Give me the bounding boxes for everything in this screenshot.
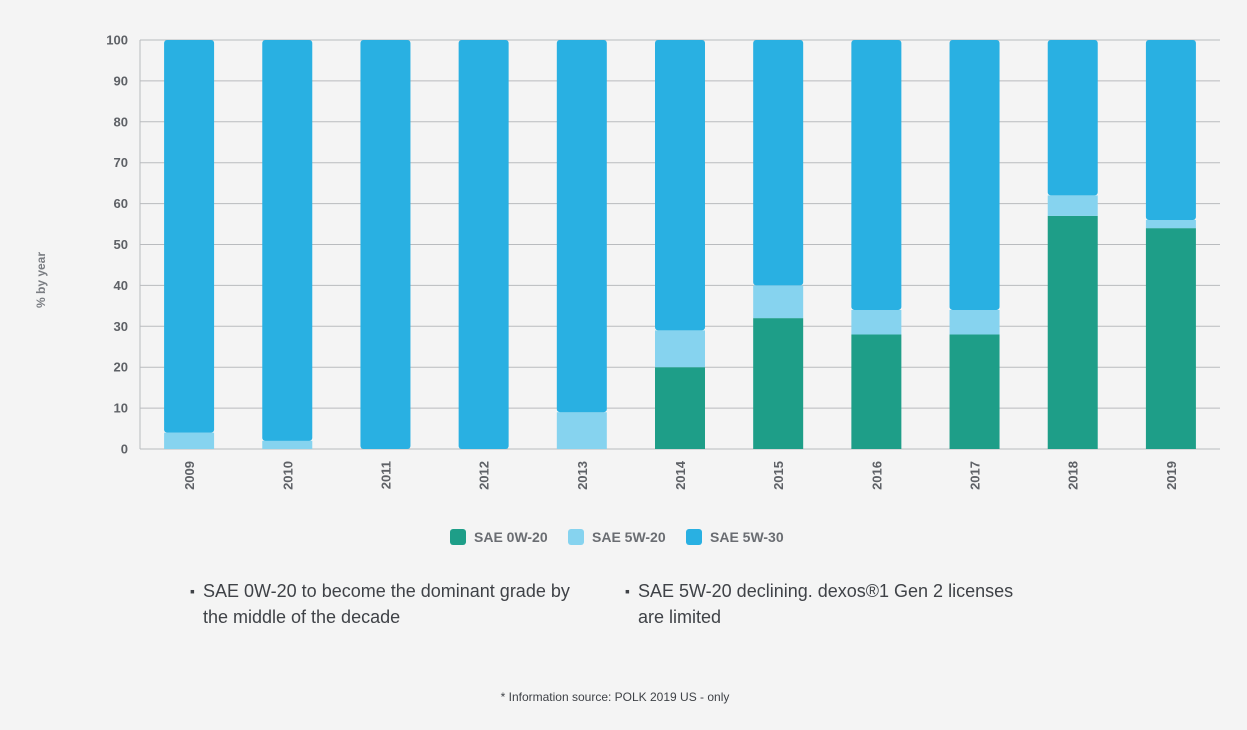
- bar-segment: [556, 412, 607, 449]
- bar-segment: [262, 440, 313, 449]
- x-tick-label: 2019: [1164, 461, 1179, 490]
- legend-swatch: [568, 529, 584, 545]
- x-tick-label: 2017: [968, 461, 983, 490]
- legend-label: SAE 0W-20: [474, 529, 548, 545]
- x-tick-label: 2018: [1066, 461, 1081, 490]
- bullet-text: SAE 5W-20 declining. dexos®1 Gen 2 licen…: [637, 581, 1014, 627]
- x-tick-label: 2015: [771, 461, 786, 490]
- bullet-notes: ▪ SAE 0W-20 to become the dominant grade…: [190, 578, 1090, 630]
- bar-segment: [949, 309, 1000, 335]
- bar-segment: [360, 40, 411, 449]
- legend-label: SAE 5W-30: [710, 529, 784, 545]
- x-tick-label: 2014: [673, 460, 688, 490]
- bars: [164, 40, 1196, 449]
- y-axis-ticks: 0 10 20 30 40 50 60 70 80 90 100: [106, 33, 128, 457]
- bar-segment: [753, 318, 804, 449]
- y-tick-label: 80: [114, 114, 128, 129]
- y-tick-label: 10: [114, 401, 128, 416]
- bullet-square-icon: ▪: [190, 583, 195, 599]
- source-footnote: * Information source: POLK 2019 US - onl…: [500, 690, 730, 704]
- bar-segment: [1047, 215, 1098, 449]
- bar-segment: [164, 432, 215, 449]
- x-axis-ticks: 2009 2010 2011 2012 2013 2014 2015 2016 2017 2018…: [182, 460, 1179, 490]
- bar-segment: [655, 40, 705, 331]
- bar-segment: [753, 285, 804, 319]
- bar-segment: [949, 334, 1000, 449]
- bar-segment: [655, 367, 705, 449]
- bar-segment: [851, 309, 902, 335]
- legend-swatch: [686, 529, 702, 545]
- bar-segment: [851, 334, 902, 449]
- y-tick-label: 60: [114, 196, 128, 211]
- y-tick-label: 30: [114, 319, 128, 334]
- bar-segment: [949, 40, 1000, 310]
- x-tick-label: 2009: [182, 461, 197, 490]
- y-tick-label: 20: [114, 360, 128, 375]
- bullet-note: ▪ SAE 5W-20 declining. dexos®1 Gen 2 lic…: [625, 578, 1035, 630]
- bullet-square-icon: ▪: [625, 583, 630, 599]
- y-tick-label: 0: [121, 442, 128, 457]
- bar-segment: [458, 40, 509, 449]
- y-axis-title: % by year: [34, 252, 48, 308]
- bar-segment: [655, 330, 705, 368]
- bullet-note: ▪ SAE 0W-20 to become the dominant grade…: [190, 578, 585, 630]
- bar-segment: [753, 40, 804, 286]
- bar-segment: [1145, 40, 1196, 220]
- y-tick-label: 50: [114, 237, 128, 252]
- bar-segment: [262, 40, 313, 441]
- y-tick-label: 90: [114, 73, 128, 88]
- legend: SAE 0W-20 SAE 5W-20 SAE 5W-30: [450, 529, 784, 545]
- x-tick-label: 2011: [378, 461, 393, 489]
- y-tick-label: 70: [114, 155, 128, 170]
- x-tick-label: 2010: [280, 461, 295, 490]
- y-tick-label: 40: [114, 278, 128, 293]
- bar-segment: [1145, 219, 1196, 229]
- bar-segment: [556, 40, 607, 413]
- bar-segment: [1047, 195, 1098, 216]
- x-tick-label: 2012: [477, 461, 492, 490]
- y-tick-label: 100: [106, 33, 128, 48]
- bar-segment: [851, 40, 902, 310]
- legend-swatch: [450, 529, 466, 545]
- bar-segment: [1047, 40, 1098, 196]
- x-tick-label: 2016: [869, 461, 884, 490]
- x-tick-label: 2013: [575, 461, 590, 490]
- legend-label: SAE 5W-20: [592, 529, 666, 545]
- bar-segment: [1145, 228, 1196, 449]
- bar-segment: [164, 40, 215, 433]
- bullet-text: SAE 0W-20 to become the dominant grade b…: [202, 581, 570, 627]
